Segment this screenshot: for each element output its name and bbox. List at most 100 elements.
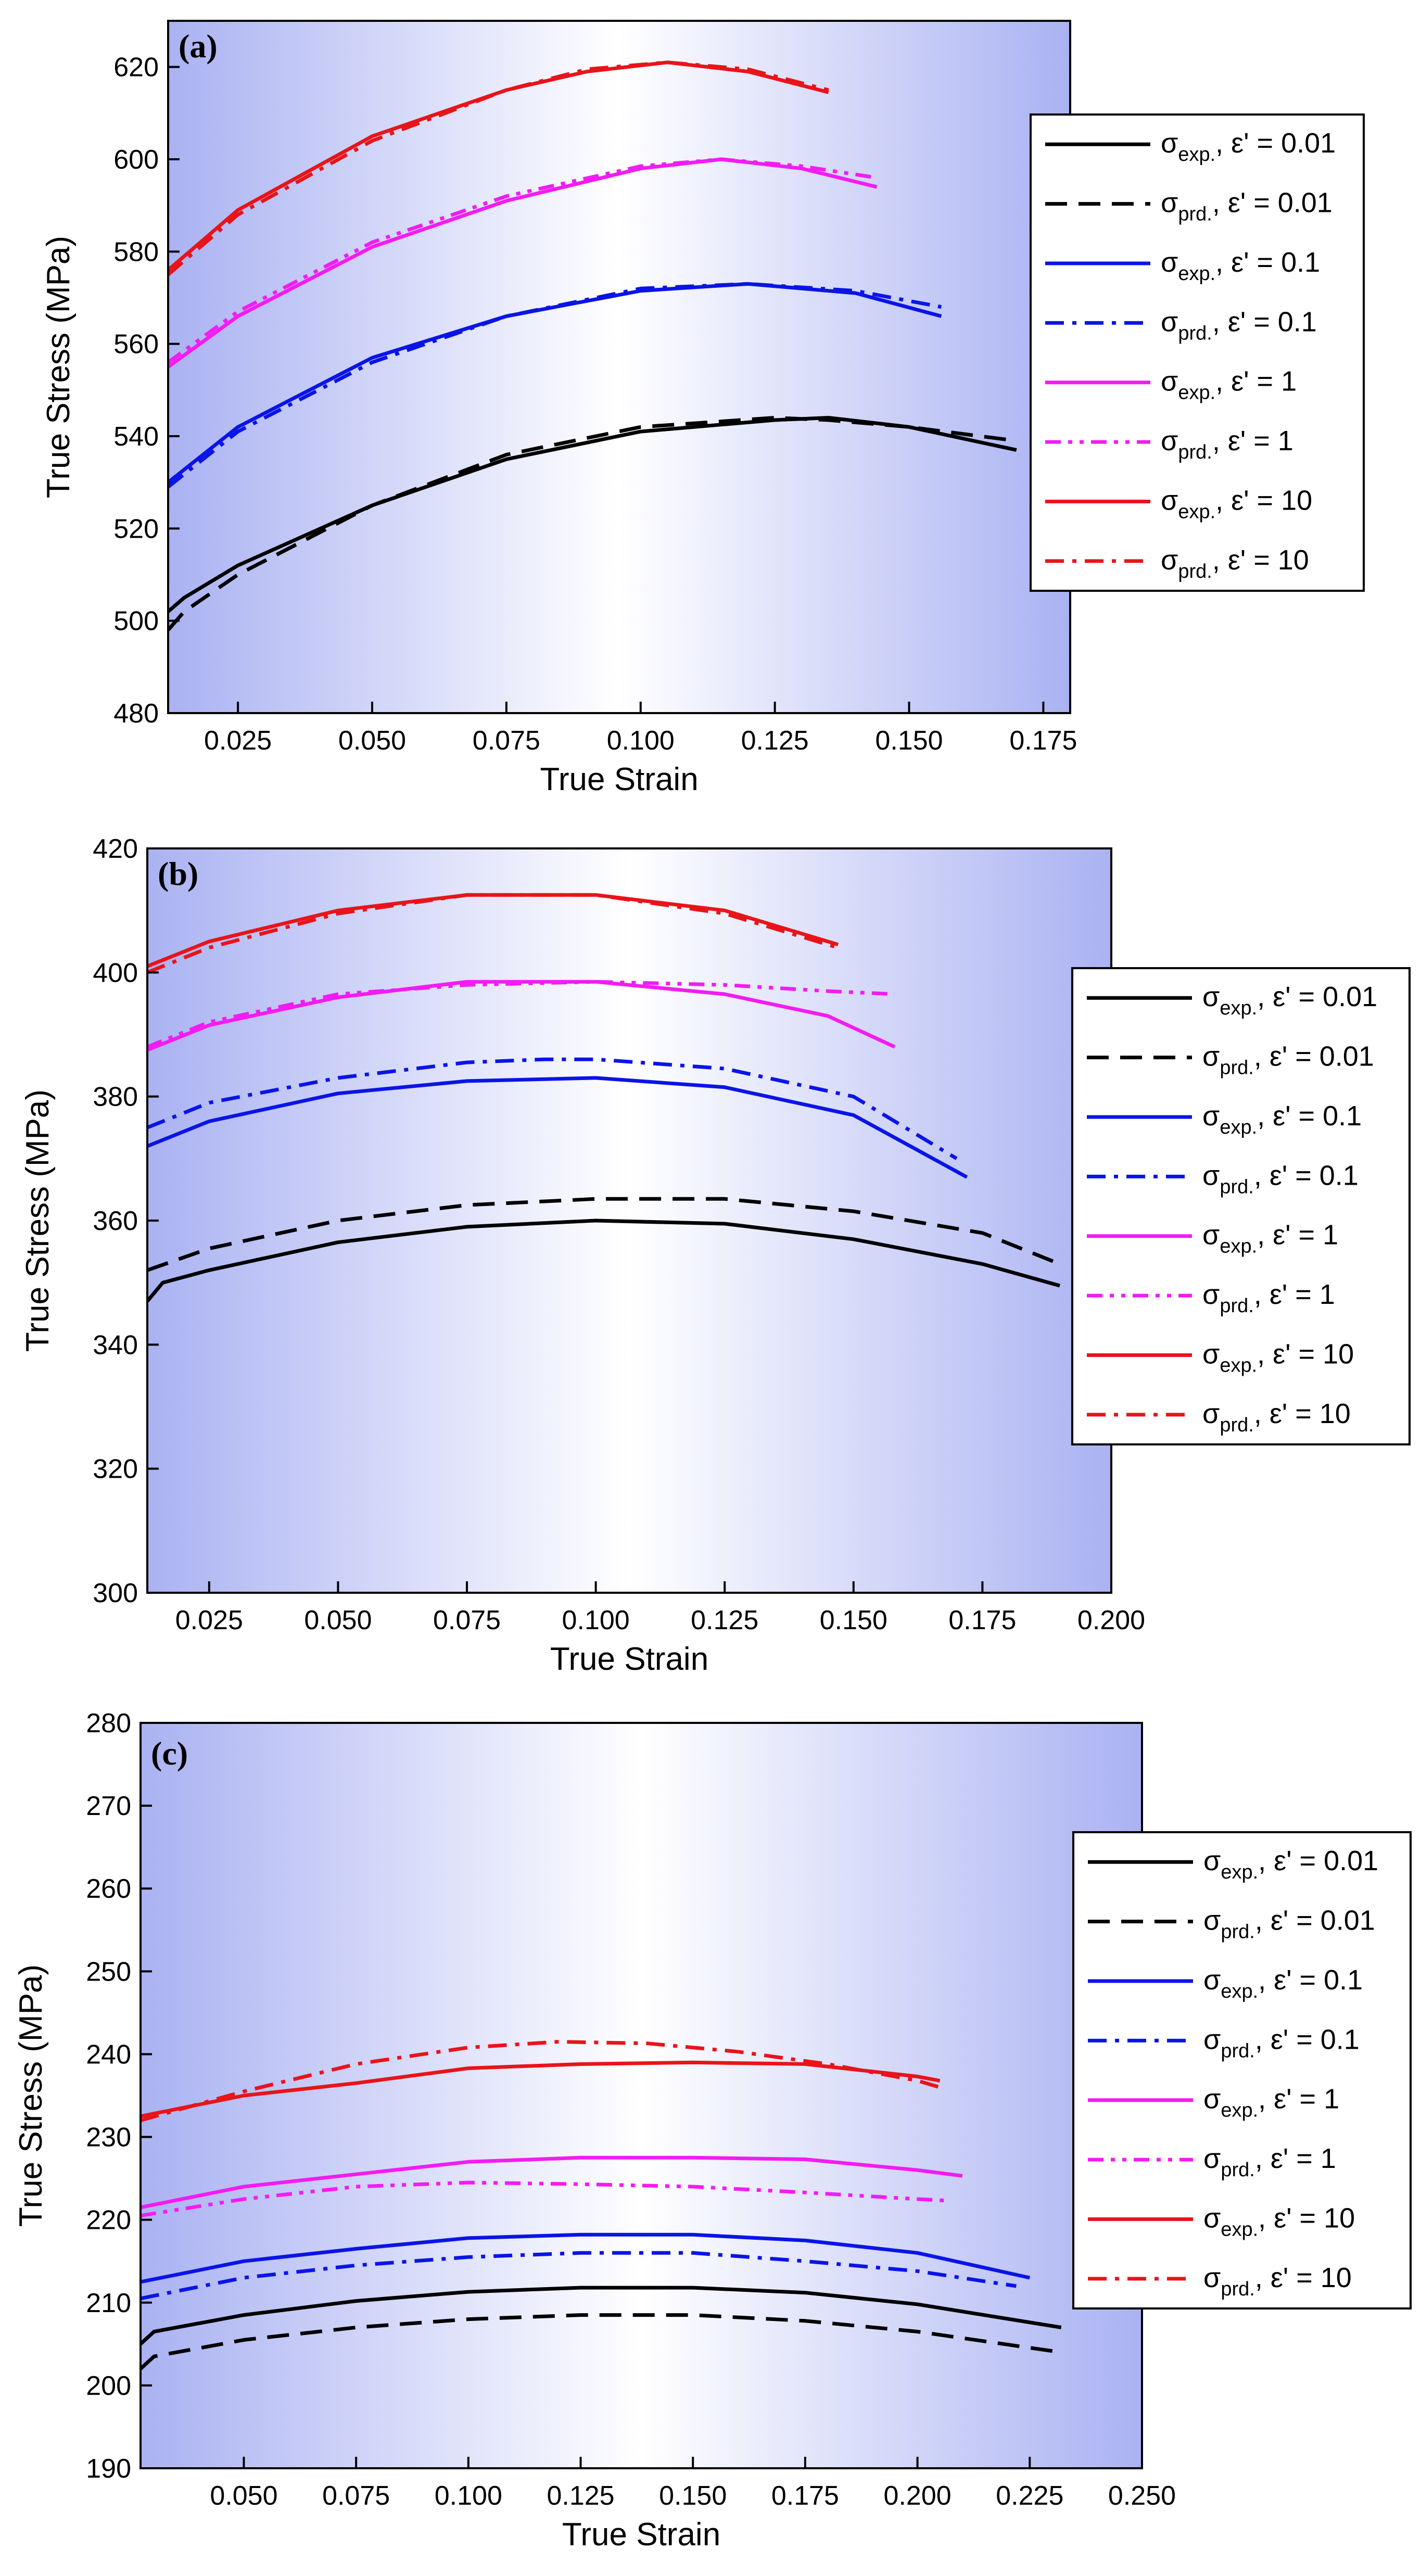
plot-background — [168, 21, 1070, 713]
legend-sigma: σ — [1203, 2084, 1221, 2115]
legend-subscript: prd. — [1178, 561, 1212, 582]
figure-panel-c: 0.050 0.075 0.100 0.125 0.150 0.175 0.200 0.225… — [0, 1702, 1421, 2576]
legend-subscript: exp. — [1178, 501, 1215, 523]
legend-entry-label: σexp., ε' = 1 — [1202, 1220, 1338, 1258]
legend-subscript: prd. — [1220, 1057, 1253, 1079]
x-tick-label: 0.225 — [996, 2481, 1063, 2511]
series-line-prd-1 — [147, 980, 895, 1049]
legend-sigma: σ — [1161, 128, 1178, 159]
legend-entry-label: σprd., ε' = 0.01 — [1202, 1041, 1374, 1079]
y-tick-label: 200 — [86, 2371, 131, 2401]
panel-label: (a) — [179, 28, 218, 65]
y-tick-label: 380 — [93, 1082, 138, 1112]
legend-subscript: exp. — [1220, 1236, 1257, 1258]
legend-subscript: exp. — [1221, 2100, 1258, 2122]
series-line-exp-0_01 — [147, 1219, 1060, 1303]
legend-sigma: σ — [1202, 1338, 1220, 1369]
legend-entry-label: σexp., ε' = 0.01 — [1161, 128, 1336, 166]
legend-sigma: σ — [1202, 1100, 1220, 1132]
legend-subscript: exp. — [1221, 2218, 1258, 2240]
legend-rate: , ε' = 1 — [1257, 1220, 1338, 1251]
legend-entry-label: σprd., ε' = 0.1 — [1203, 2024, 1360, 2062]
legend-sigma: σ — [1203, 1964, 1221, 1996]
legend-subscript: prd. — [1220, 1414, 1253, 1436]
y-tick-label: 580 — [113, 237, 159, 267]
legend-sigma: σ — [1202, 1398, 1220, 1429]
legend-sigma: σ — [1161, 425, 1178, 456]
legend-sigma: σ — [1202, 1041, 1220, 1072]
x-tick-label: 0.050 — [304, 1605, 372, 1635]
y-tick-label: 210 — [86, 2288, 131, 2318]
legend-subscript: exp. — [1220, 997, 1257, 1019]
y-tick-label: 260 — [86, 1874, 131, 1904]
legend-rate: , ε' = 0.01 — [1257, 981, 1377, 1012]
series-line-exp-10 — [168, 60, 829, 272]
x-axis-label: True Strain — [550, 1641, 708, 1677]
legend-sigma: σ — [1203, 2024, 1221, 2055]
legend-entry-label: σprd., ε' = 1 — [1202, 1279, 1335, 1317]
panel-label: (b) — [158, 855, 198, 892]
y-tick-label: 300 — [93, 1578, 138, 1608]
x-axis-label: True Strain — [562, 2517, 720, 2553]
legend-subscript: prd. — [1220, 1176, 1253, 1198]
legend-entry-label: σexp., ε' = 10 — [1161, 485, 1312, 523]
series-line-exp-0_1 — [147, 1076, 968, 1179]
legend-sigma: σ — [1203, 2262, 1221, 2293]
y-axis-label: True Stress (MPa) — [20, 1089, 56, 1352]
x-tick-label: 0.200 — [884, 2481, 951, 2511]
x-tick-label: 0.100 — [562, 1605, 630, 1635]
y-tick-label: 190 — [86, 2454, 131, 2484]
legend-subscript: exp. — [1178, 144, 1215, 166]
series-line-prd-10 — [147, 893, 839, 974]
series-line-prd-1 — [168, 157, 878, 364]
y-tick-label: 620 — [113, 53, 159, 83]
series-group — [168, 60, 1017, 631]
chart-panel-b: 0.025 0.050 0.075 0.100 0.125 0.150 0.175 0.200… — [20, 834, 1411, 1677]
x-axis-label: True Strain — [540, 762, 698, 797]
legend-sigma: σ — [1203, 2202, 1221, 2234]
legend-sigma: σ — [1203, 2143, 1221, 2174]
figure-panel-b: 0.025 0.050 0.075 0.100 0.125 0.150 0.175 0.200… — [0, 828, 1421, 1702]
y-tick-label: 250 — [86, 1957, 131, 1987]
legend-rate: , ε' = 10 — [1212, 544, 1309, 576]
y-tick-label: 540 — [113, 422, 159, 452]
legend-rate: , ε' = 1 — [1212, 425, 1293, 456]
chart-panel-a: 0.025 0.050 0.075 0.100 0.125 0.150 0.175 480 50… — [41, 20, 1365, 797]
legend-rate: , ε' = 10 — [1254, 1398, 1351, 1429]
legend-rate: , ε' = 10 — [1215, 485, 1312, 516]
legend-subscript: exp. — [1220, 1354, 1257, 1376]
series-group — [141, 2040, 1062, 2370]
legend-entry-label: σexp., ε' = 0.01 — [1203, 1845, 1378, 1883]
legend-rate: , ε' = 0.1 — [1254, 1160, 1359, 1191]
x-tick-label: 0.025 — [175, 1605, 243, 1635]
legend-rate: , ε' = 0.1 — [1258, 1964, 1363, 1996]
x-tick-label: 0.175 — [948, 1605, 1016, 1635]
series-line-exp-0_01 — [141, 2286, 1062, 2345]
x-tick-label: 0.150 — [875, 726, 943, 756]
legend-entry-label: σexp., ε' = 0.01 — [1202, 981, 1377, 1019]
legend-box — [1072, 1831, 1412, 2309]
y-tick-label: 400 — [93, 958, 138, 988]
y-tick-label: 480 — [113, 699, 159, 729]
legend-rate: , ε' = 0.1 — [1255, 2024, 1360, 2055]
figure-panel-a: 0.025 0.050 0.075 0.100 0.125 0.150 0.175 480 50… — [0, 0, 1421, 828]
x-tick-label: 0.125 — [741, 726, 809, 756]
legend-sigma: σ — [1202, 1220, 1220, 1251]
y-tick-label: 220 — [86, 2205, 131, 2236]
y-tick-label: 560 — [113, 329, 159, 360]
y-tick-label: 240 — [86, 2039, 131, 2070]
legend-rate: , ε' = 1 — [1215, 366, 1297, 397]
legend-sigma: σ — [1202, 1160, 1220, 1191]
series-line-prd-0_01 — [168, 416, 1017, 631]
plot-background — [141, 1723, 1142, 2468]
legend-entry-label: σexp., ε' = 10 — [1202, 1338, 1354, 1376]
legend-entry-label: σprd., ε' = 10 — [1202, 1398, 1351, 1436]
legend-rate: , ε' = 0.01 — [1212, 187, 1333, 219]
legend-rate: , ε' = 1 — [1254, 1279, 1335, 1310]
legend-entry-label: σexp., ε' = 0.1 — [1202, 1100, 1362, 1138]
series-line-exp-1 — [141, 2155, 963, 2210]
legend-entry-label: σprd., ε' = 0.01 — [1161, 187, 1333, 225]
